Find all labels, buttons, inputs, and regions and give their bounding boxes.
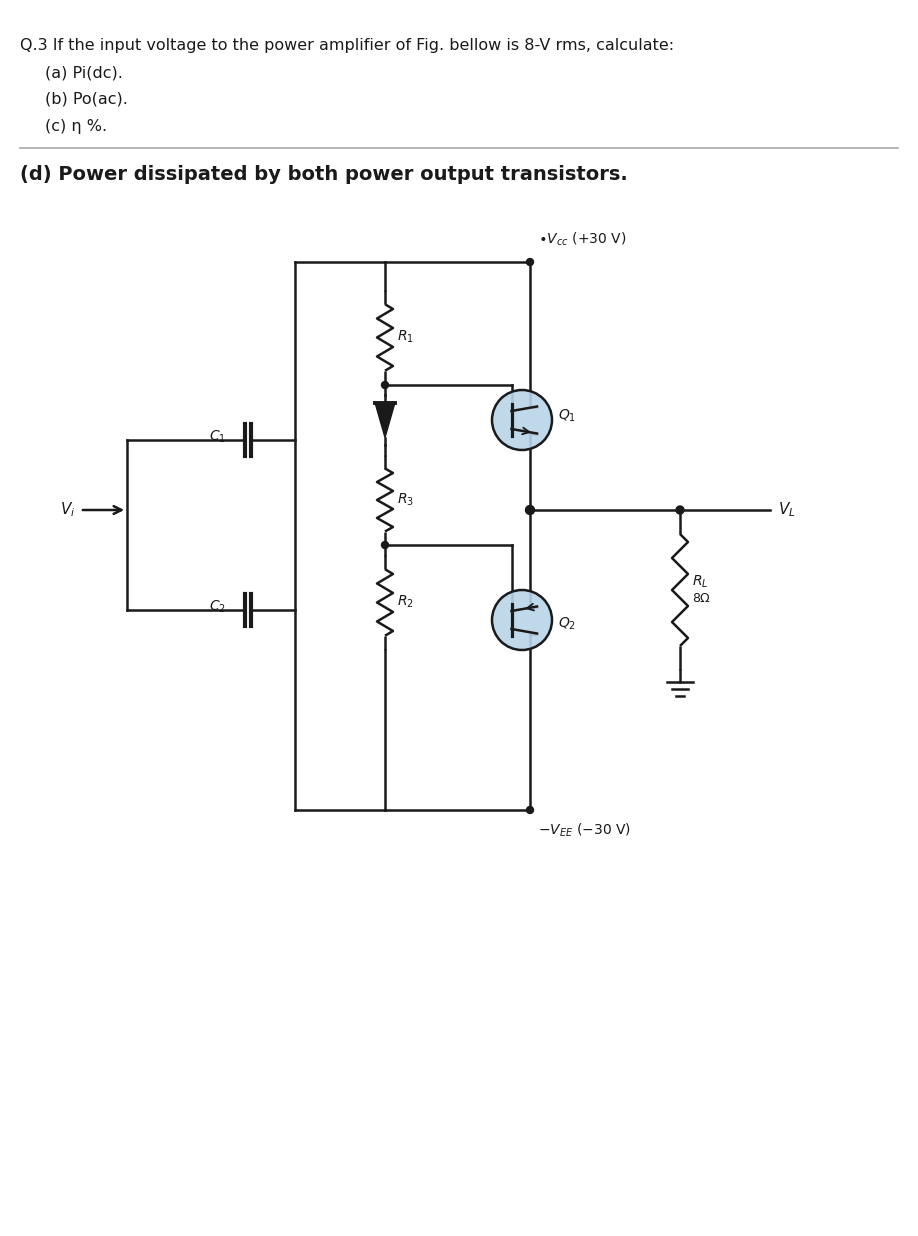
Circle shape <box>382 382 388 388</box>
Circle shape <box>492 590 552 650</box>
Text: $C_1$: $C_1$ <box>209 429 226 445</box>
Circle shape <box>527 807 533 813</box>
Text: (a) Pi(dc).: (a) Pi(dc). <box>45 66 123 80</box>
Text: $R_2$: $R_2$ <box>397 593 414 611</box>
Text: $V_L$: $V_L$ <box>778 501 796 519</box>
Circle shape <box>525 506 534 514</box>
Text: $Q_2$: $Q_2$ <box>558 616 577 632</box>
Text: (b) Po(ac).: (b) Po(ac). <box>45 91 128 108</box>
Text: $R_1$: $R_1$ <box>397 329 414 345</box>
Circle shape <box>382 541 388 549</box>
Text: $-V_{EE}$ $(-30$ V$)$: $-V_{EE}$ $(-30$ V$)$ <box>538 822 631 839</box>
Text: $8\Omega$: $8\Omega$ <box>692 592 711 604</box>
Text: (d) Power dissipated by both power output transistors.: (d) Power dissipated by both power outpu… <box>20 164 628 184</box>
Circle shape <box>492 391 552 450</box>
Text: (c) η %.: (c) η %. <box>45 119 107 133</box>
Text: $Q_1$: $Q_1$ <box>558 408 577 424</box>
Polygon shape <box>375 403 395 438</box>
Text: $\bullet V_{cc}$ (+30 V): $\bullet V_{cc}$ (+30 V) <box>538 231 626 248</box>
Text: Q.3 If the input voltage to the power amplifier of Fig. bellow is 8-V rms, calcu: Q.3 If the input voltage to the power am… <box>20 38 674 53</box>
Text: $V_i$: $V_i$ <box>60 501 75 519</box>
Text: $R_3$: $R_3$ <box>397 492 414 508</box>
Text: $C_2$: $C_2$ <box>209 598 226 616</box>
Text: $R_L$: $R_L$ <box>692 574 709 591</box>
Circle shape <box>676 506 684 514</box>
Circle shape <box>527 258 533 266</box>
